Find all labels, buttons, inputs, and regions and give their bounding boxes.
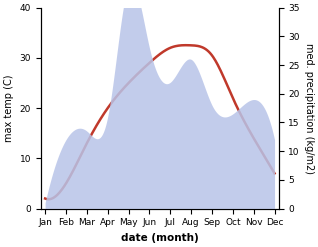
- Y-axis label: max temp (C): max temp (C): [4, 74, 14, 142]
- Y-axis label: med. precipitation (kg/m2): med. precipitation (kg/m2): [304, 43, 314, 174]
- X-axis label: date (month): date (month): [121, 233, 199, 243]
